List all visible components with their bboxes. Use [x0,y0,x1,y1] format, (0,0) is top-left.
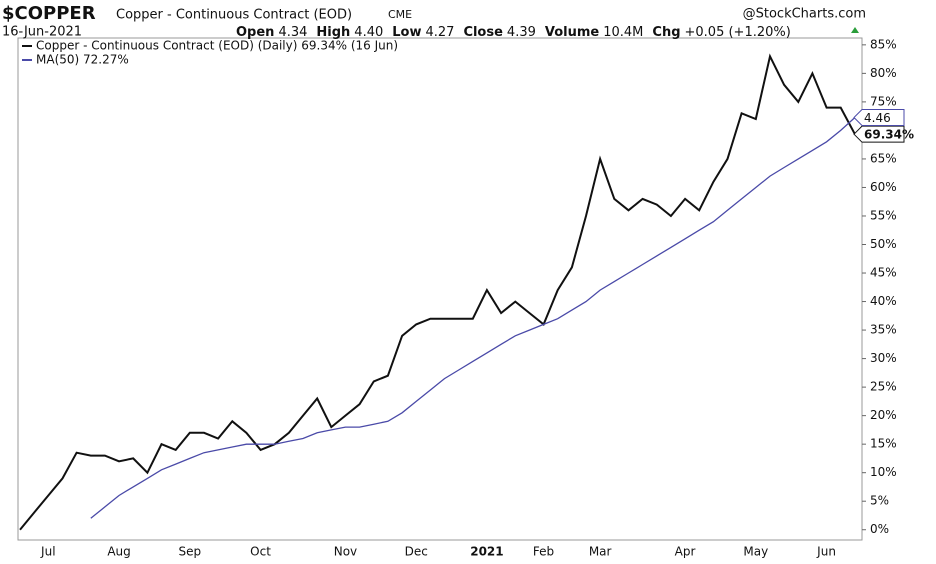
series-line [90,117,856,519]
quote-value: 4.39 [507,25,536,40]
y-tick-label: 20% [870,408,897,422]
x-tick-label: 2021 [470,545,503,559]
chart-title: Copper - Continuous Contract (EOD) [116,8,352,23]
quote-value: 4.27 [425,25,454,40]
quote-label: Volume [545,25,600,40]
x-tick-label: Apr [675,545,696,559]
symbol: $COPPER [2,3,96,24]
quote-label: Close [463,25,503,40]
y-tick-label: 15% [870,437,897,451]
y-tick-label: 30% [870,351,897,365]
y-tick-label: 35% [870,323,897,337]
y-tick-label: 60% [870,180,897,194]
value-tag: 69.34% [853,125,914,143]
y-tick-label: 55% [870,208,897,222]
x-tick-label: Mar [589,545,612,559]
series-line [19,53,856,531]
y-tick-label: 85% [870,37,897,51]
x-tick-label: Jun [816,545,836,559]
quote-label: Low [392,25,421,40]
y-tick-label: 50% [870,237,897,251]
quote-value: +0.05 (+1.20%) [685,25,791,40]
x-tick-label: Jul [40,545,55,559]
quote-value: 4.34 [278,25,307,40]
watermark: @StockCharts.com [743,7,866,22]
quote-value: 4.40 [354,25,383,40]
value-tag-box [853,108,905,126]
x-tick-label: Oct [250,545,271,559]
x-tick-label: Aug [107,545,130,559]
exchange: CME [388,8,412,21]
y-tick-label: 5% [870,494,889,508]
x-tick-label: May [743,545,768,559]
up-arrow [851,27,859,33]
value-tag: 4.46 [853,108,905,126]
y-tick-label: 75% [870,94,897,108]
quote-label: Chg [652,25,680,40]
x-tick-label: Feb [533,545,554,559]
y-tick-label: 40% [870,294,897,308]
x-tick-label: Nov [334,545,357,559]
y-tick-label: 10% [870,465,897,479]
date: 16-Jun-2021 [2,25,82,40]
value-tag-box [853,125,905,143]
quote-value: 10.4M [603,25,643,40]
quote-label: Open [236,25,274,40]
value-tag-label: 4.46 [864,111,891,125]
value-tag-label: 69.34% [864,128,914,142]
quote-label: High [316,25,350,40]
legend-label: Copper - Continuous Contract (EOD) (Dail… [36,39,398,53]
y-tick-label: 25% [870,380,897,394]
legend-label: MA(50) 72.27% [36,53,129,67]
y-tick-label: 65% [870,151,897,165]
y-tick-label: 45% [870,266,897,280]
plot-frame [17,37,863,541]
y-tick-label: 80% [870,66,897,80]
x-tick-label: Dec [405,545,428,559]
y-tick-label: 0% [870,522,889,536]
quote: Open 4.34 High 4.40 Low 4.27 Close 4.39 Volume 10… [236,25,791,40]
x-tick-label: Sep [178,545,201,559]
